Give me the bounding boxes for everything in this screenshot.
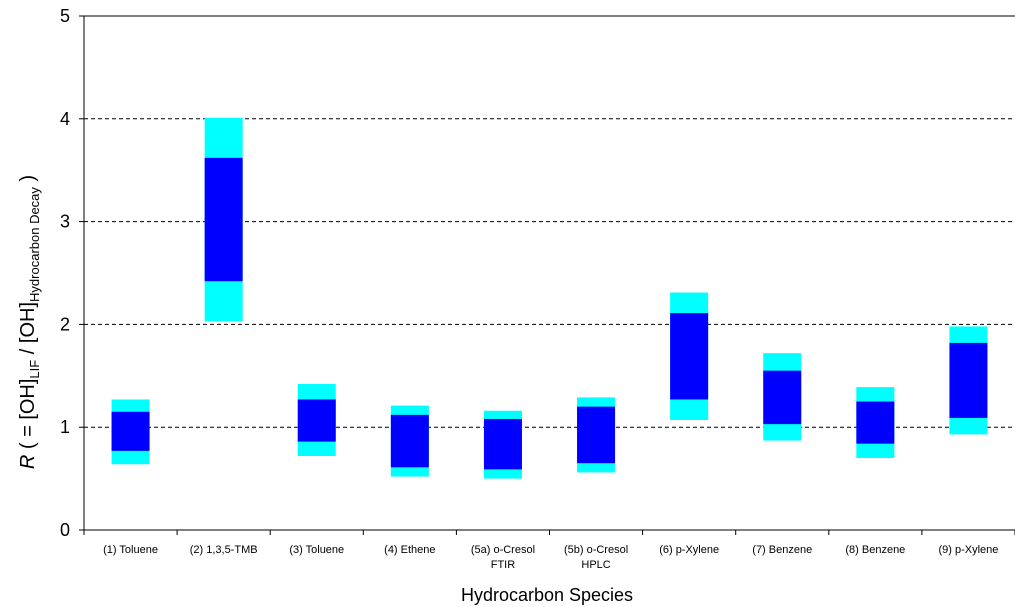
inner-range-bar xyxy=(111,411,150,451)
x-category-label: HPLC xyxy=(581,559,610,571)
x-category-label: (5b) o-Cresol xyxy=(564,544,628,556)
inner-range-bar xyxy=(856,401,895,444)
range-bar-group xyxy=(297,384,336,456)
range-bar-group xyxy=(949,326,988,435)
range-bar-group xyxy=(763,353,802,441)
x-category-label: (2) 1,3,5-TMB xyxy=(190,544,258,556)
inner-range-bar xyxy=(204,157,243,282)
y-tick-label: 5 xyxy=(60,6,70,26)
y-axis-title-variable: R xyxy=(17,455,39,469)
x-tick-labels: (1) Toluene (2) 1,3,5-TMB (3) Toluene (4) E… xyxy=(103,544,998,571)
range-bar-group xyxy=(577,397,616,473)
inner-range-bar xyxy=(949,342,988,418)
x-category-label: (1) Toluene xyxy=(103,544,158,556)
inner-range-bar xyxy=(763,370,802,425)
y-axis-title: R ( = [OH]LIF / [OH]Hydrocarbon Decay ) xyxy=(17,175,42,469)
y-axis-title-subscript: LIF xyxy=(27,360,42,379)
inner-range-bar xyxy=(670,313,709,400)
inner-range-bar xyxy=(297,399,336,442)
x-axis-title: Hydrocarbon Species xyxy=(461,585,633,605)
x-category-label: (4) Ethene xyxy=(384,544,435,556)
range-bar-group xyxy=(390,405,429,477)
inner-range-bar xyxy=(390,414,429,468)
y-axis-title-part: ) xyxy=(17,175,39,187)
y-tick-label: 0 xyxy=(60,520,70,540)
y-tick-label: 4 xyxy=(60,109,70,129)
range-bars xyxy=(111,117,988,479)
x-category-label: (6) p-Xylene xyxy=(659,544,719,556)
inner-range-bar xyxy=(577,406,616,464)
y-axis-title-subscript: Hydrocarbon Decay xyxy=(27,187,42,302)
x-category-label: (8) Benzene xyxy=(845,544,905,556)
x-category-label: FTIR xyxy=(491,559,515,571)
y-tick-label: 1 xyxy=(60,417,70,437)
range-bar-group xyxy=(204,117,243,322)
x-category-label: (5a) o-Cresol xyxy=(471,544,535,556)
y-tick-label: 2 xyxy=(60,314,70,334)
y-axis-title-part: / [OH] xyxy=(17,302,39,360)
y-axis-title-part: ( = [OH] xyxy=(17,379,39,455)
x-category-label: (7) Benzene xyxy=(752,544,812,556)
range-bar-group xyxy=(111,399,150,465)
y-tick-labels: 0 1 2 3 4 5 xyxy=(60,6,70,540)
y-tick-label: 3 xyxy=(60,212,70,232)
range-bar-group xyxy=(483,410,522,479)
inner-range-bar xyxy=(483,418,522,470)
range-bar-group xyxy=(670,292,709,421)
range-bar-group xyxy=(856,387,895,459)
x-category-label: (9) p-Xylene xyxy=(938,544,998,556)
axes xyxy=(79,15,1015,535)
x-category-label: (3) Toluene xyxy=(289,544,344,556)
